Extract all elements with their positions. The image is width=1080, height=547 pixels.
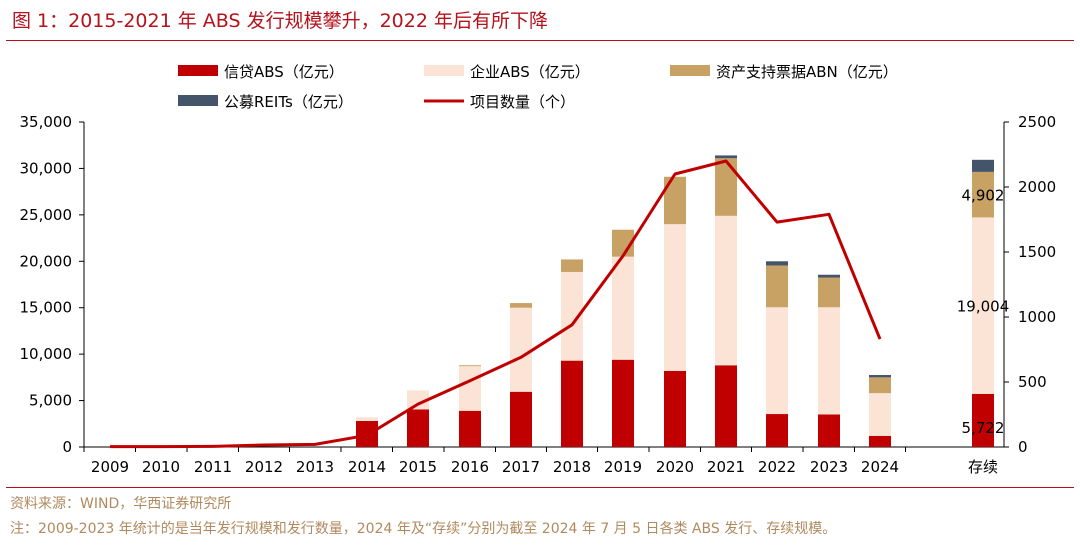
top-divider <box>6 40 1074 41</box>
left-tick-label: 25,000 <box>20 206 73 224</box>
left-tick-label: 5,000 <box>29 392 72 410</box>
bottom-divider <box>6 487 1074 488</box>
bar-segment <box>407 409 429 447</box>
bar-segment <box>612 256 634 360</box>
x-tick-label: 2022 <box>758 458 796 476</box>
legend-label: 资产支持票据ABN（亿元） <box>716 63 898 81</box>
right-tick-label: 2000 <box>1018 178 1056 196</box>
data-label: 4,902 <box>962 187 1005 205</box>
bar-segment <box>766 261 788 266</box>
bar-segment <box>818 307 840 415</box>
x-tick-label: 2019 <box>604 458 642 476</box>
x-tick-label: 2020 <box>656 458 694 476</box>
data-label: 5,722 <box>962 419 1005 437</box>
bar-segment <box>510 391 532 447</box>
legend: 信贷ABS（亿元） 企业ABS（亿元） 资产支持票据ABN（亿元） 公募REITs（亿… <box>178 63 898 111</box>
legend-swatch <box>178 95 218 106</box>
bar-segment <box>459 410 481 447</box>
bar-segment <box>869 435 891 447</box>
left-tick-label: 20,000 <box>20 252 73 270</box>
bar-segment <box>972 393 994 447</box>
left-tick-label: 0 <box>62 438 72 456</box>
bar-segment <box>972 217 994 394</box>
bar-segment <box>715 158 737 216</box>
bar-segment <box>561 271 583 361</box>
bar-segment <box>561 360 583 447</box>
bar-segment <box>664 176 686 225</box>
left-tick-label: 10,000 <box>20 345 73 363</box>
x-tick-label: 2023 <box>810 458 848 476</box>
x-tick-label: 2016 <box>451 458 489 476</box>
bar-segment <box>766 265 788 308</box>
bar-segment <box>869 393 891 436</box>
legend-swatch <box>424 65 464 76</box>
x-tick-label: 2014 <box>348 458 386 476</box>
bar-segment <box>612 359 634 447</box>
x-tick-label: 2009 <box>91 458 129 476</box>
legend-swatch <box>670 65 710 76</box>
right-tick-label: 1000 <box>1018 308 1056 326</box>
bar-segment <box>972 171 994 218</box>
right-tick-label: 500 <box>1018 373 1047 391</box>
line-series <box>110 159 882 449</box>
bar-segment <box>664 370 686 447</box>
bar-segment <box>510 307 532 392</box>
bar-segment <box>818 274 840 278</box>
bar-segment <box>818 277 840 308</box>
bar-segment <box>766 307 788 415</box>
x-tick-label: 2011 <box>194 458 232 476</box>
bar-segment <box>664 224 686 371</box>
bar-segment <box>459 366 481 411</box>
right-tick-label: 0 <box>1018 438 1028 456</box>
x-tick-label: 2024 <box>861 458 899 476</box>
right-tick-label: 2500 <box>1018 113 1056 131</box>
bar-segment <box>407 390 429 410</box>
bar-segment <box>356 417 378 421</box>
x-tick-label: 2018 <box>553 458 591 476</box>
source-note: 资料来源：WIND，华西证券研究所 <box>10 496 232 512</box>
x-tick-label: 2013 <box>296 458 334 476</box>
bar-segment <box>869 375 891 378</box>
left-tick-label: 30,000 <box>20 159 73 177</box>
bar-segment <box>818 414 840 447</box>
bars <box>356 155 994 447</box>
bar-segment <box>766 414 788 447</box>
footnote: 注：2009-2023 年统计的是当年发行规模和发行数量，2024 年及“存续”… <box>10 521 837 537</box>
legend-label: 项目数量（个） <box>470 93 575 111</box>
bar-segment <box>459 365 481 367</box>
legend-swatch <box>178 65 218 76</box>
bar-segment <box>561 259 583 272</box>
bar-segment <box>510 303 532 308</box>
legend-label: 企业ABS（亿元） <box>470 63 590 81</box>
bar-segment <box>869 377 891 394</box>
project-count-line <box>110 159 882 449</box>
x-tick-label: 存续 <box>968 458 998 476</box>
axes: 0 5,000 10,000 15,000 20,000 25,000 30,000 35,0… <box>20 113 1057 476</box>
x-tick-label: 2015 <box>399 458 437 476</box>
chart-title: 图 1：2015-2021 年 ABS 发行规模攀升，2022 年后有所下降 <box>12 10 548 32</box>
x-tick-label: 2017 <box>502 458 540 476</box>
x-tick-label: 2012 <box>245 458 283 476</box>
bar-segment <box>715 155 737 159</box>
bar-segment <box>972 159 994 172</box>
bar-segment <box>715 215 737 366</box>
right-tick-label: 1500 <box>1018 243 1056 261</box>
legend-label: 信贷ABS（亿元） <box>224 63 344 81</box>
bar-segment <box>715 365 737 447</box>
left-tick-label: 35,000 <box>20 113 73 131</box>
x-tick-label: 2010 <box>142 458 180 476</box>
left-tick-label: 15,000 <box>20 299 73 317</box>
legend-label: 公募REITs（亿元） <box>224 93 353 111</box>
data-labels: 5,722 19,004 4,902 <box>957 187 1010 437</box>
x-tick-label: 2021 <box>707 458 745 476</box>
data-label: 19,004 <box>957 298 1010 316</box>
